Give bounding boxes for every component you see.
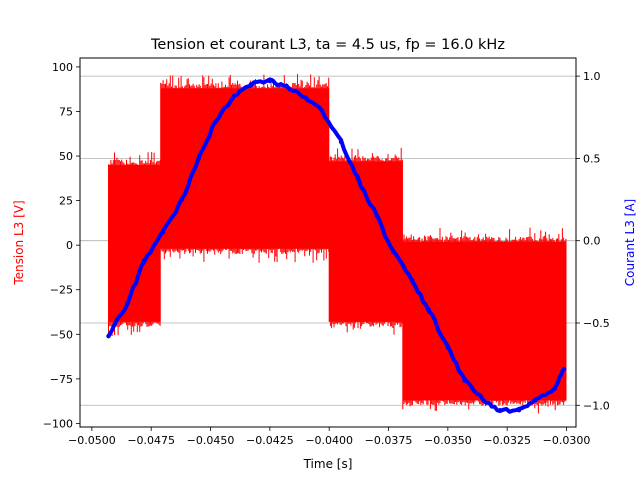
courant-point <box>338 139 344 145</box>
y-right-tick-label: 1.0 <box>583 70 601 83</box>
y-left-tick-label: −75 <box>50 373 73 386</box>
y-left-tick-label: 50 <box>59 150 73 163</box>
chart-title: Tension et courant L3, ta = 4.5 us, fp =… <box>150 37 505 53</box>
courant-point <box>497 408 503 413</box>
x-tick-label: −0.0300 <box>543 434 591 447</box>
x-tick-label: −0.0450 <box>187 434 235 447</box>
courant-point <box>196 156 201 161</box>
tension-spikes-1 <box>160 74 330 263</box>
courant-point <box>319 108 325 113</box>
y-left-tick-label: −25 <box>50 284 73 297</box>
x-tick-label: −0.0500 <box>68 434 116 447</box>
x-axis: −0.0500 −0.0475 −0.0450 −0.0425 −0.0400 −0.03… <box>68 427 590 447</box>
courant-point <box>303 95 308 100</box>
courant-series <box>106 77 567 414</box>
tension-series <box>108 74 567 414</box>
courant-point <box>391 250 396 255</box>
courant-point <box>141 258 147 263</box>
courant-point <box>179 197 185 202</box>
x-tick-label: −0.0400 <box>305 434 353 447</box>
courant-point <box>232 93 237 99</box>
courant-point <box>267 78 273 84</box>
tension-spikes-3 <box>402 227 567 414</box>
courant-point <box>481 398 486 403</box>
x-tick-label: −0.0350 <box>424 434 472 447</box>
y-axis-right: 1.0 0.5 0.0 −0.5 −1.0 <box>576 70 610 412</box>
plot-frame <box>79 57 577 428</box>
courant-point <box>552 386 557 392</box>
y-right-tick-label: −0.5 <box>583 317 610 330</box>
courant-point <box>374 213 379 219</box>
courant-point <box>284 83 289 89</box>
x-axis-label: Time [s] <box>303 457 353 471</box>
x-tick-label: −0.0475 <box>127 434 175 447</box>
y-left-tick-label: 25 <box>59 195 73 208</box>
courant-point <box>410 277 415 283</box>
y-left-tick-label: 100 <box>52 61 73 74</box>
y-left-tick-label: −50 <box>50 328 73 341</box>
courant-point <box>533 398 538 403</box>
y-axis-left: 100 75 50 25 0 −25 −50 −75 −100 <box>43 61 80 430</box>
y-right-tick-label: 0.5 <box>583 152 601 165</box>
courant-point <box>355 175 360 181</box>
y-left-tick-label: 75 <box>59 105 73 118</box>
courant-point <box>516 408 522 413</box>
courant-point <box>462 378 467 383</box>
y-axis-right-label: Courant L3 [A] <box>623 199 637 286</box>
y-left-tick-label: −100 <box>43 417 73 430</box>
courant-point <box>248 82 254 87</box>
courant-point <box>213 119 218 125</box>
y-axis-left-label: Tension L3 [V] <box>12 200 26 285</box>
x-tick-label: −0.0375 <box>365 434 413 447</box>
x-tick-label: −0.0425 <box>246 434 294 447</box>
courant-point <box>160 230 166 235</box>
y-right-tick-label: 0.0 <box>583 235 601 248</box>
courant-point <box>561 366 567 372</box>
courant-point <box>445 345 451 350</box>
y-right-tick-label: −1.0 <box>583 399 610 412</box>
courant-point <box>426 307 432 313</box>
courant-point <box>106 333 111 339</box>
x-tick-label: −0.0325 <box>483 434 531 447</box>
courant-point <box>125 301 130 306</box>
y-left-tick-label: 0 <box>66 239 73 252</box>
